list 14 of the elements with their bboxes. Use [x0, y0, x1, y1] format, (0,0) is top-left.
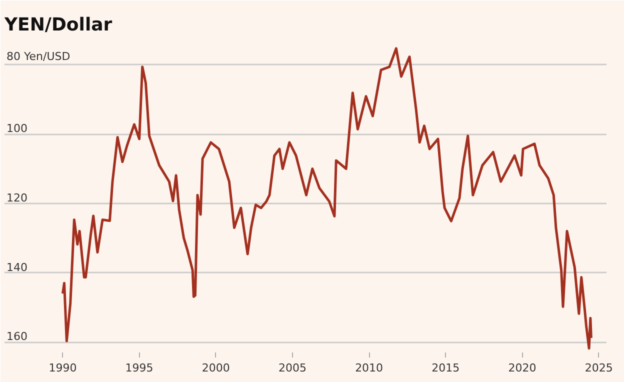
x-tick-label: 2010 — [355, 362, 384, 374]
x-tick-label: 1995 — [125, 362, 154, 374]
y-tick-label: 160 — [6, 330, 28, 344]
x-tick-label: 2000 — [202, 362, 230, 374]
y-tick-label: 140 — [6, 260, 28, 274]
chart-title: YEN/Dollar — [4, 14, 112, 36]
y-tick-label: 80 Yen/USD — [6, 50, 70, 63]
x-tick-label: 2020 — [508, 362, 536, 374]
x-tick-label: 2015 — [432, 362, 460, 374]
y-tick-label: 100 — [6, 122, 28, 136]
x-tick-label: 2005 — [278, 362, 306, 374]
y-tick-label: 120 — [6, 191, 28, 204]
x-tick-label: 1990 — [48, 362, 77, 374]
x-tick-label: 2025 — [584, 362, 613, 374]
